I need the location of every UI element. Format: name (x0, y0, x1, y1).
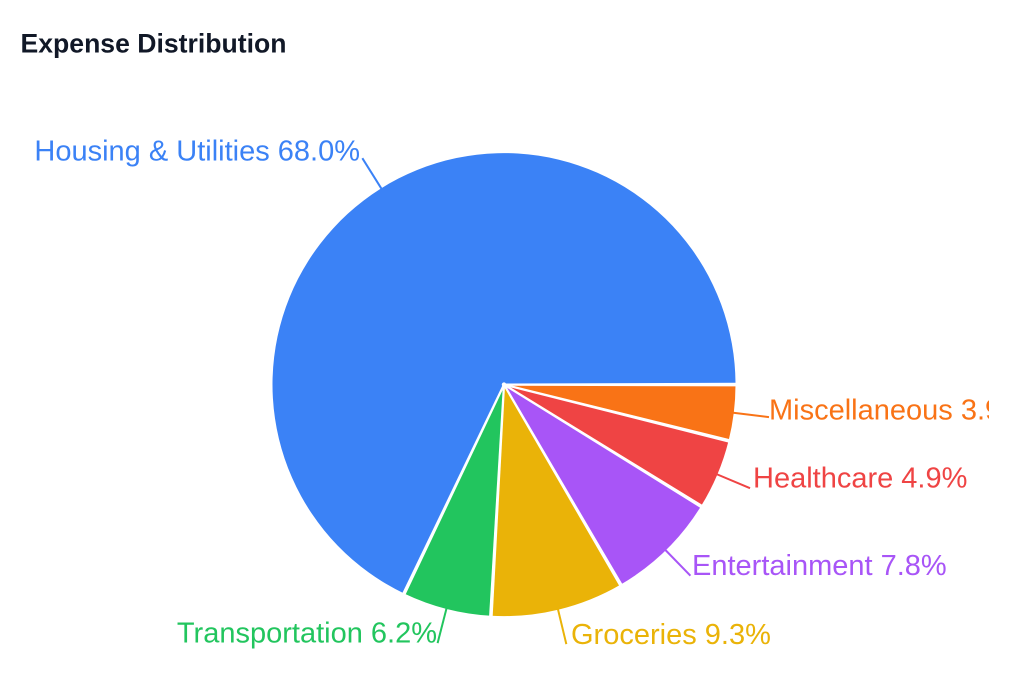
svg-text:Transportation 6.2%: Transportation 6.2% (177, 618, 437, 650)
svg-text:Housing & Utilities 68.0%: Housing & Utilities 68.0% (34, 136, 360, 168)
svg-text:Expense Distribution: Expense Distribution (21, 29, 287, 59)
svg-text:Groceries 9.3%: Groceries 9.3% (571, 619, 771, 651)
svg-text:Healthcare 4.9%: Healthcare 4.9% (753, 463, 967, 495)
svg-text:Entertainment 7.8%: Entertainment 7.8% (692, 550, 947, 582)
svg-text:Miscellaneous 3.9%: Miscellaneous 3.9% (769, 395, 1024, 427)
